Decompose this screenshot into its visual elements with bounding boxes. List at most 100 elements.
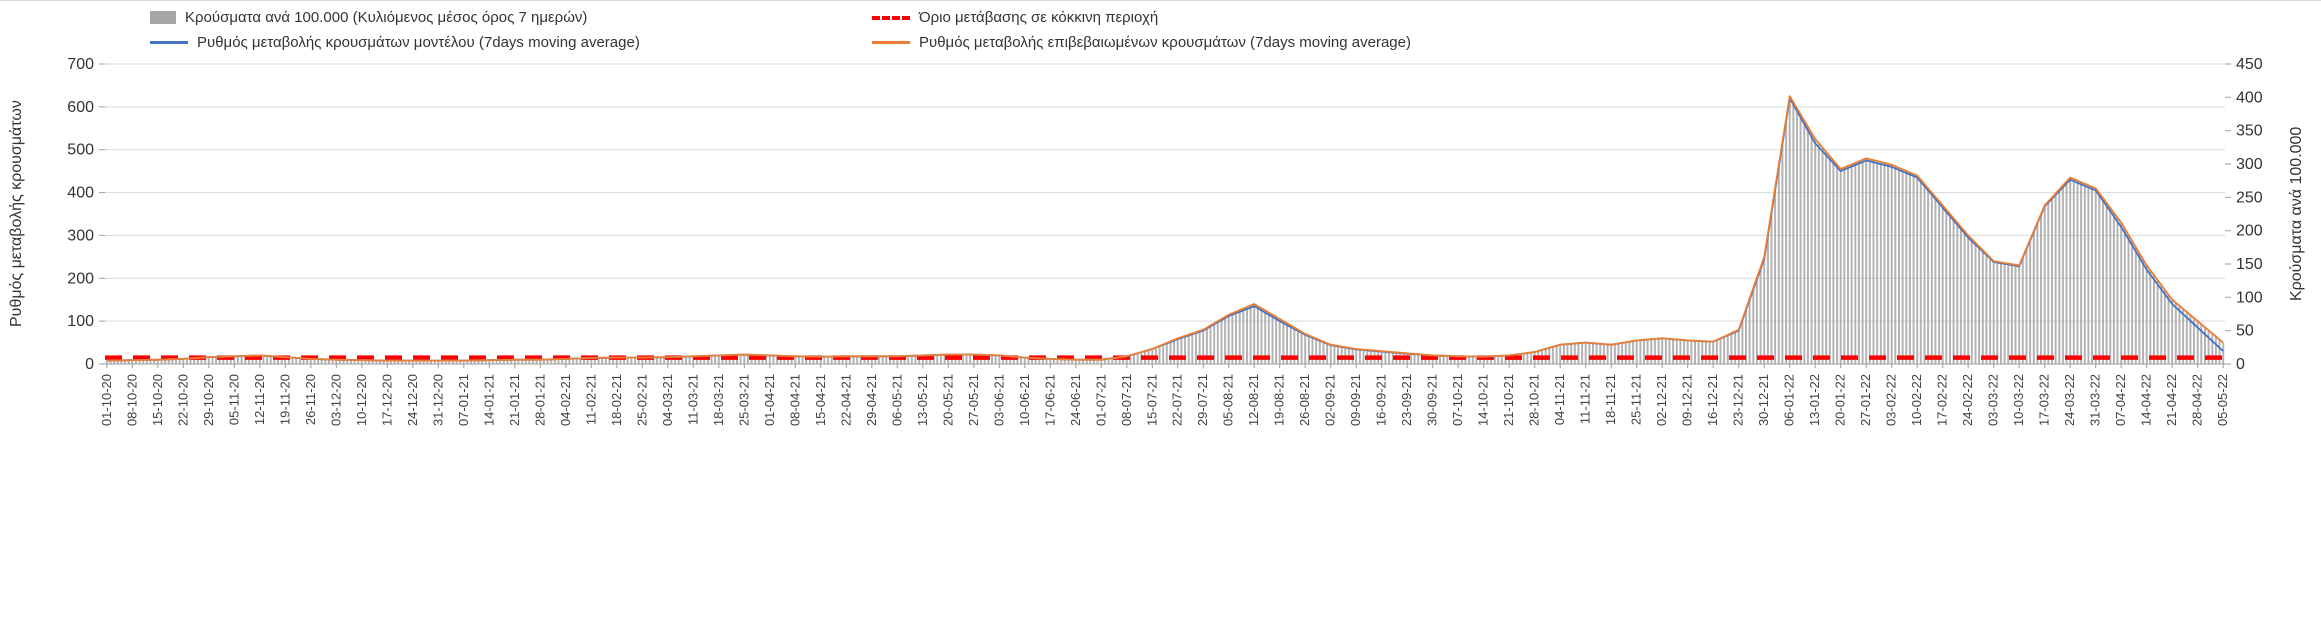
- svg-text:24-02-22: 24-02-22: [1960, 374, 1975, 426]
- svg-text:02-09-21: 02-09-21: [1323, 374, 1338, 426]
- svg-text:400: 400: [2236, 89, 2263, 106]
- svg-text:15-10-20: 15-10-20: [150, 374, 165, 426]
- svg-text:28-10-21: 28-10-21: [1527, 374, 1542, 426]
- svg-text:16-09-21: 16-09-21: [1374, 374, 1389, 426]
- svg-text:06-05-21: 06-05-21: [889, 374, 904, 426]
- svg-text:15-04-21: 15-04-21: [813, 374, 828, 426]
- svg-text:23-12-21: 23-12-21: [1731, 374, 1746, 426]
- svg-text:13-05-21: 13-05-21: [915, 374, 930, 426]
- svg-text:150: 150: [2236, 256, 2263, 273]
- svg-text:23-09-21: 23-09-21: [1399, 374, 1414, 426]
- svg-text:10-03-22: 10-03-22: [2011, 374, 2026, 426]
- svg-text:05-05-22: 05-05-22: [2215, 374, 2230, 426]
- svg-text:30-12-21: 30-12-21: [1756, 374, 1771, 426]
- svg-text:450: 450: [2236, 56, 2263, 73]
- legend-item-cases-per-100k: Κρούσματα ανά 100.000 (Κυλιόμενος μέσος …: [150, 9, 587, 26]
- svg-text:18-11-21: 18-11-21: [1603, 374, 1618, 425]
- svg-text:26-11-20: 26-11-20: [303, 374, 318, 425]
- svg-text:02-12-21: 02-12-21: [1654, 374, 1669, 426]
- svg-text:10-06-21: 10-06-21: [1017, 374, 1032, 426]
- svg-text:05-08-21: 05-08-21: [1221, 374, 1236, 426]
- svg-text:22-07-21: 22-07-21: [1170, 374, 1185, 426]
- svg-text:21-04-22: 21-04-22: [2164, 374, 2179, 426]
- svg-text:14-10-21: 14-10-21: [1476, 374, 1491, 426]
- svg-text:300: 300: [2236, 156, 2263, 173]
- svg-text:01-10-20: 01-10-20: [99, 374, 114, 426]
- svg-text:27-05-21: 27-05-21: [966, 374, 981, 426]
- svg-text:18-02-21: 18-02-21: [609, 374, 624, 426]
- svg-text:04-02-21: 04-02-21: [558, 374, 573, 426]
- svg-text:06-01-22: 06-01-22: [1782, 374, 1797, 426]
- y-right-tick-labels: 0 50 100 150 200 250 300 350 400 450: [2236, 56, 2263, 373]
- svg-text:10-12-20: 10-12-20: [354, 374, 369, 426]
- svg-text:0: 0: [2236, 356, 2245, 373]
- svg-text:50: 50: [2236, 323, 2254, 340]
- svg-text:03-03-22: 03-03-22: [1986, 374, 2001, 426]
- svg-text:700: 700: [67, 56, 94, 73]
- legend-label: Ρυθμός μεταβολής επιβεβαιωμένων κρουσμάτ…: [919, 34, 1411, 51]
- legend-label: Όριο μετάβασης σε κόκκινη περιοχή: [919, 9, 1159, 26]
- svg-text:22-10-20: 22-10-20: [175, 374, 190, 426]
- svg-text:17-03-22: 17-03-22: [2037, 374, 2052, 426]
- svg-text:29-04-21: 29-04-21: [864, 374, 879, 426]
- svg-text:09-09-21: 09-09-21: [1348, 374, 1363, 426]
- svg-text:12-08-21: 12-08-21: [1246, 374, 1261, 426]
- svg-text:11-02-21: 11-02-21: [583, 374, 598, 425]
- svg-text:19-08-21: 19-08-21: [1272, 374, 1287, 426]
- svg-text:25-11-21: 25-11-21: [1629, 374, 1644, 425]
- svg-text:500: 500: [67, 142, 94, 159]
- svg-text:17-06-21: 17-06-21: [1042, 374, 1057, 426]
- svg-text:26-08-21: 26-08-21: [1297, 374, 1312, 426]
- bar-swatch-icon: [150, 11, 176, 24]
- svg-text:30-09-21: 30-09-21: [1425, 374, 1440, 426]
- svg-text:28-04-22: 28-04-22: [2190, 374, 2205, 426]
- svg-text:29-10-20: 29-10-20: [201, 374, 216, 426]
- bars-series-cases-per-100k: [105, 96, 2225, 365]
- svg-text:13-01-22: 13-01-22: [1807, 374, 1822, 426]
- svg-text:200: 200: [67, 270, 94, 287]
- svg-text:03-02-22: 03-02-22: [1884, 374, 1899, 426]
- svg-text:04-03-21: 04-03-21: [660, 374, 675, 426]
- svg-text:100: 100: [67, 313, 94, 330]
- svg-text:11-11-21: 11-11-21: [1578, 374, 1593, 424]
- svg-text:600: 600: [67, 99, 94, 116]
- svg-text:0: 0: [85, 356, 94, 373]
- svg-text:250: 250: [2236, 189, 2263, 206]
- svg-text:07-04-22: 07-04-22: [2113, 374, 2128, 426]
- svg-text:27-01-22: 27-01-22: [1858, 374, 1873, 426]
- svg-text:31-03-22: 31-03-22: [2088, 374, 2103, 426]
- svg-text:300: 300: [67, 227, 94, 244]
- svg-text:15-07-21: 15-07-21: [1144, 374, 1159, 426]
- svg-text:10-02-22: 10-02-22: [1909, 374, 1924, 426]
- x-tick-labels: 01-10-20 08-10-20 15-10-20 22-10-20 29-10-20…: [99, 364, 2230, 426]
- svg-text:03-12-20: 03-12-20: [328, 374, 343, 426]
- svg-text:05-11-20: 05-11-20: [226, 374, 241, 425]
- svg-text:08-04-21: 08-04-21: [787, 374, 802, 426]
- svg-text:20-01-22: 20-01-22: [1833, 374, 1848, 426]
- axis-lines: [99, 63, 2231, 365]
- svg-text:25-02-21: 25-02-21: [634, 374, 649, 426]
- svg-text:28-01-21: 28-01-21: [532, 374, 547, 426]
- svg-text:25-03-21: 25-03-21: [736, 374, 751, 426]
- dashed-line-swatch-icon: [872, 15, 910, 20]
- svg-text:01-07-21: 01-07-21: [1093, 374, 1108, 426]
- svg-text:17-02-22: 17-02-22: [1935, 374, 1950, 426]
- legend-label: Ρυθμός μεταβολής κρουσμάτων μοντέλου (7d…: [197, 34, 640, 51]
- svg-text:24-03-22: 24-03-22: [2062, 374, 2077, 426]
- svg-text:16-12-21: 16-12-21: [1705, 374, 1720, 426]
- legend-item-model-rate: Ρυθμός μεταβολής κρουσμάτων μοντέλου (7d…: [150, 34, 640, 51]
- svg-text:22-04-21: 22-04-21: [838, 374, 853, 426]
- y-left-tick-labels: 0 100 200 300 400 500 600 700: [67, 56, 94, 373]
- svg-text:31-12-20: 31-12-20: [430, 374, 445, 426]
- svg-text:03-06-21: 03-06-21: [991, 374, 1006, 426]
- svg-text:17-12-20: 17-12-20: [379, 374, 394, 426]
- svg-text:14-01-21: 14-01-21: [481, 374, 496, 426]
- svg-text:400: 400: [67, 185, 94, 202]
- orange-line-swatch-icon: [872, 41, 910, 44]
- blue-line-swatch-icon: [150, 41, 188, 44]
- svg-text:08-10-20: 08-10-20: [124, 374, 139, 426]
- legend-label: Κρούσματα ανά 100.000 (Κυλιόμενος μέσος …: [185, 9, 588, 26]
- svg-text:24-06-21: 24-06-21: [1068, 374, 1083, 426]
